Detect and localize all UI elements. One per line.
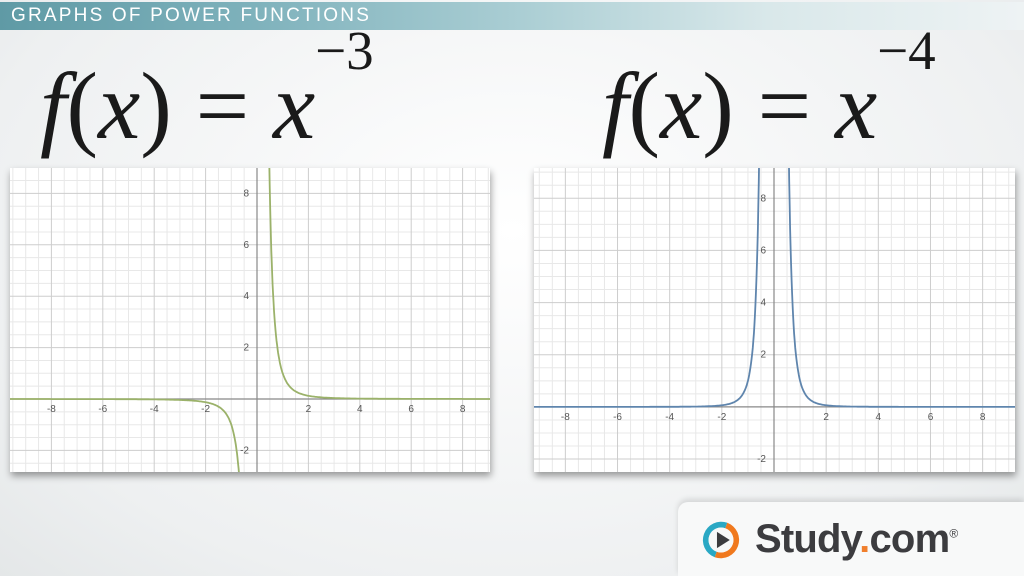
svg-text:8: 8: [460, 404, 466, 415]
svg-text:8: 8: [980, 412, 986, 423]
svg-text:-8: -8: [561, 412, 570, 423]
svg-text:4: 4: [760, 298, 766, 309]
svg-text:4: 4: [357, 404, 363, 415]
svg-text:8: 8: [243, 188, 249, 199]
svg-text:6: 6: [760, 245, 766, 256]
svg-text:2: 2: [306, 404, 312, 415]
svg-text:4: 4: [243, 291, 249, 302]
svg-text:2: 2: [243, 343, 249, 354]
svg-text:-6: -6: [613, 412, 622, 423]
svg-text:-8: -8: [47, 404, 56, 415]
svg-text:-2: -2: [717, 412, 726, 423]
svg-text:2: 2: [823, 412, 829, 423]
svg-text:8: 8: [760, 193, 766, 204]
svg-text:6: 6: [928, 412, 934, 423]
svg-text:6: 6: [408, 404, 414, 415]
svg-text:6: 6: [243, 240, 249, 251]
svg-text:-2: -2: [757, 454, 766, 465]
svg-text:-2: -2: [240, 445, 249, 456]
svg-text:-6: -6: [98, 404, 107, 415]
svg-text:-4: -4: [665, 412, 674, 423]
svg-text:2: 2: [760, 350, 766, 361]
svg-text:-2: -2: [201, 404, 210, 415]
svg-text:-4: -4: [150, 404, 159, 415]
svg-text:4: 4: [876, 412, 882, 423]
